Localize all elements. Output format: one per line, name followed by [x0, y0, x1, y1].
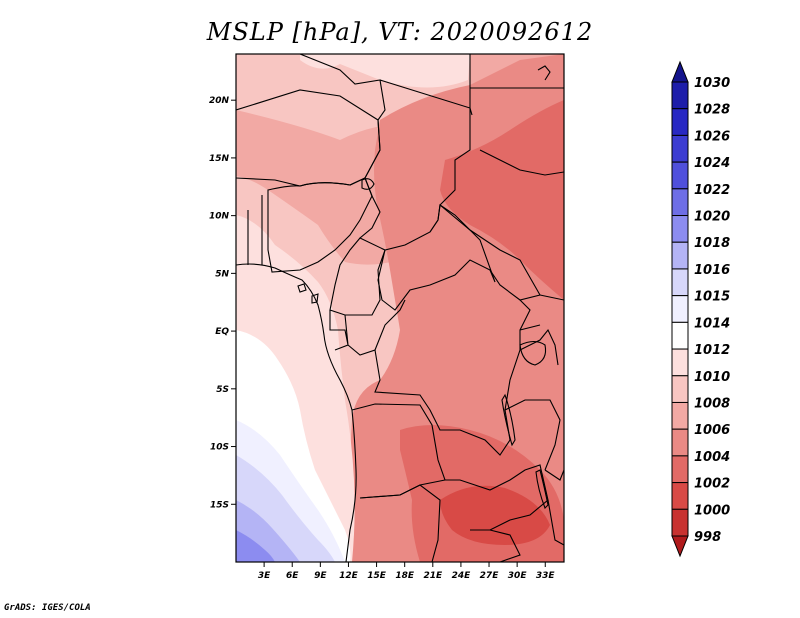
colorbar-box	[671, 455, 689, 484]
country-borders	[236, 54, 564, 562]
colorbar-label-1010: 1010	[694, 370, 730, 385]
border-ethiopia	[479, 149, 564, 301]
lon-tick-label-12E: 12E	[339, 571, 359, 581]
colorbar-box	[671, 241, 689, 270]
colorbar-box	[671, 81, 689, 110]
bioko-island	[297, 283, 307, 293]
lat-tick-label-EQ: EQ	[215, 327, 229, 337]
lat-tick-label-20N: 20N	[209, 96, 230, 106]
lake-malawi	[535, 469, 549, 509]
colorbar-label-1020: 1020	[694, 210, 730, 225]
border-nigeria	[267, 177, 373, 273]
colorbar-label-1018: 1018	[694, 236, 730, 251]
border-mozambique	[544, 469, 564, 546]
colorbar-box	[671, 508, 689, 537]
border-zambia	[445, 464, 549, 531]
colorbar-label-1012: 1012	[694, 343, 730, 358]
grads-credit: GrADS: IGES/COLA	[4, 603, 91, 613]
lon-tick-label-6E: 6E	[286, 571, 299, 581]
lon-tick-label-27E: 27E	[480, 571, 500, 581]
pressure-field	[236, 54, 564, 562]
colorbar-label-1004: 1004	[694, 450, 730, 465]
chart-title: MSLP [hPa], VT: 2020092612	[206, 18, 594, 46]
red-sea-coast	[537, 65, 551, 81]
lat-tick-label-15N: 15N	[209, 154, 230, 164]
lon-tick-label-21E: 21E	[423, 571, 443, 581]
lon-tick-label-33E: 33E	[536, 571, 556, 581]
field-1016	[236, 530, 275, 562]
lon-tick-label-30E: 30E	[508, 571, 528, 581]
colorbar-label-1000: 1000	[694, 503, 730, 518]
colorbar-box	[671, 295, 689, 323]
colorbar-label-1014: 1014	[694, 316, 730, 331]
coastline-west	[236, 263, 357, 562]
colorbar-box	[671, 268, 689, 297]
border-south-sudan	[439, 204, 541, 301]
lon-tick-label-9E: 9E	[314, 571, 327, 581]
colorbar-label-1030: 1030	[694, 76, 730, 91]
lon-tick-label-15E: 15E	[367, 571, 387, 581]
lake-victoria	[519, 340, 547, 366]
colorbar-label-1016: 1016	[694, 263, 730, 278]
lat-tick-label-5S: 5S	[216, 385, 229, 395]
lon-tick-label-3E: 3E	[258, 571, 271, 581]
colorbar-box	[671, 401, 689, 430]
colorbar-label-1015: 1015	[694, 290, 730, 305]
lat-tick-label-10N: 10N	[209, 212, 230, 222]
field-1002-south	[440, 485, 550, 545]
border-benin-togo	[247, 195, 263, 265]
colorbar-label-998: 998	[694, 530, 721, 545]
border-car	[377, 204, 496, 311]
border-zimbabwe	[470, 529, 521, 562]
colorbar-box	[671, 108, 689, 136]
colorbar-box	[671, 321, 689, 350]
plot-frame	[235, 53, 565, 563]
colorbar-box	[671, 348, 689, 377]
border-drc	[374, 299, 531, 456]
colorbar-box	[671, 134, 689, 163]
colorbar-box	[671, 428, 689, 457]
colorbar-box	[671, 188, 689, 217]
colorbar-label-1008: 1008	[694, 396, 730, 411]
colorbar-label-1022: 1022	[694, 183, 730, 198]
field-1004-east	[440, 100, 564, 300]
colorbar-box	[671, 482, 689, 510]
border-chad	[358, 119, 439, 251]
coastal-island	[311, 293, 319, 304]
colorbar-label-1026: 1026	[694, 129, 730, 144]
border-algeria-libya	[299, 54, 386, 121]
colorbar-bottom-arrow	[671, 535, 689, 558]
lake-chad	[361, 178, 375, 190]
colorbar-label-1024: 1024	[694, 156, 730, 171]
colorbar-label-1028: 1028	[694, 103, 730, 118]
lat-tick-label-15S: 15S	[210, 500, 229, 510]
lon-tick-label-24E: 24E	[452, 571, 472, 581]
lake-tanganyika	[501, 393, 516, 447]
border-tanzania	[504, 399, 561, 471]
lat-tick-label-5N: 5N	[215, 269, 229, 279]
colorbar: 1030 1028 1026 1024 1022 1020 1018 1016 1015 1014…	[671, 60, 730, 558]
colorbar-label-1006: 1006	[694, 423, 730, 438]
border-uganda-kenya	[519, 324, 559, 366]
colorbar-label-1002: 1002	[694, 477, 730, 492]
field-1012-north	[300, 54, 470, 88]
lon-tick-label-18E: 18E	[395, 571, 415, 581]
lat-tick-label-10S: 10S	[210, 443, 229, 453]
colorbar-box	[671, 161, 689, 190]
axis-ticks: 3E 6E 9E 12E 15E 18E 21E 24E 27E 30E 33E 20N 15N 10N 5…	[209, 96, 556, 581]
colorbar-box	[671, 215, 689, 243]
colorbar-top-arrow	[671, 60, 689, 83]
colorbar-box	[671, 375, 689, 403]
border-namibia	[359, 484, 441, 562]
